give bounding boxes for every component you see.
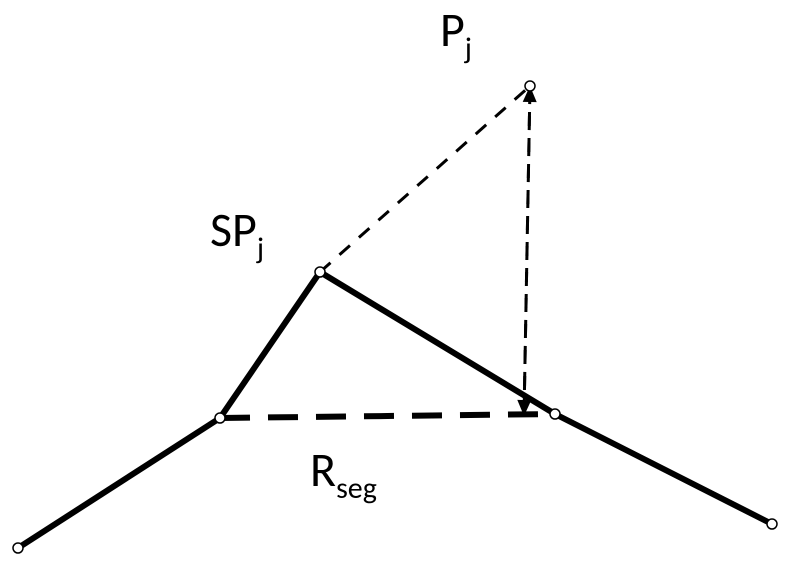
dashed-segment [524,86,530,406]
label-rseg-main: R [310,440,336,499]
vertex-node [550,409,560,419]
polyline-segment [555,414,772,524]
polyline-segment [18,418,220,548]
geometry-diagram [0,0,789,583]
polyline-segment [220,272,320,418]
label-spj-sub: j [257,230,264,267]
vertex-node [767,519,777,529]
label-rseg-sub: seg [336,470,377,507]
label-rseg: Rseg [310,440,377,499]
label-pj-main: P [440,0,465,59]
vertex-node [525,81,535,91]
label-spj: SPj [210,200,264,259]
label-pj-sub: j [465,30,472,67]
vertex-node [13,543,23,553]
polyline-segment [320,272,555,414]
vertex-node [215,413,225,423]
dashed-segment [320,86,530,272]
vertex-node [315,267,325,277]
rseg-segment [220,414,555,418]
label-spj-main: SP [210,200,257,259]
label-pj: Pj [440,0,472,59]
